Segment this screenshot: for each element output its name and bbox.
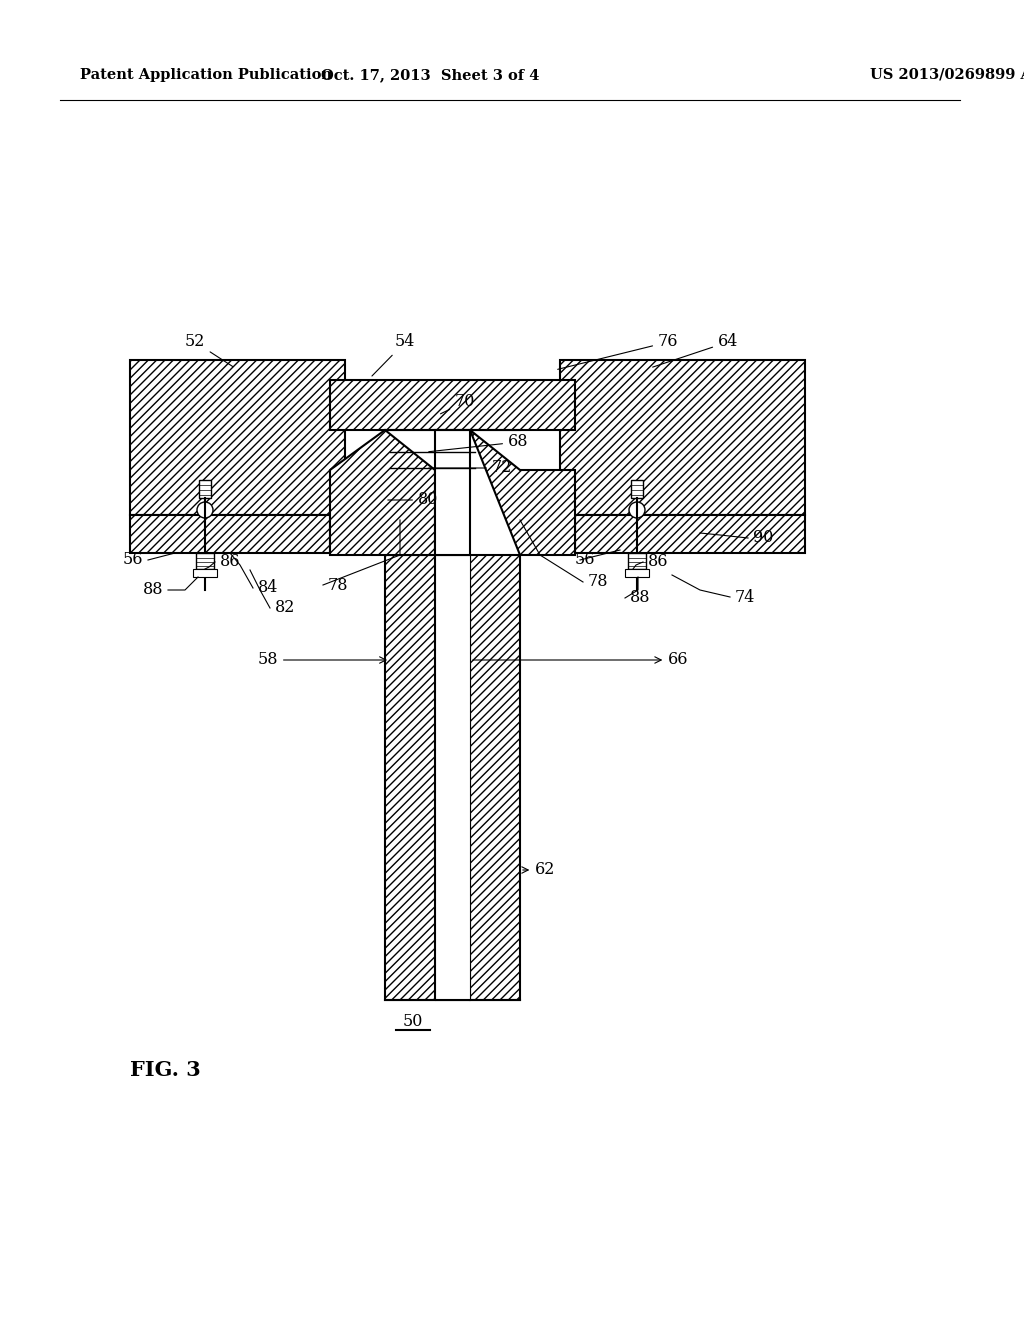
Text: Patent Application Publication: Patent Application Publication [80, 69, 332, 82]
Bar [435, 554, 470, 1001]
Text: 72: 72 [429, 459, 512, 477]
Bar [196, 553, 214, 569]
Text: 86: 86 [220, 553, 241, 570]
Text: 70: 70 [440, 393, 475, 413]
Bar [330, 515, 385, 553]
Polygon shape [470, 430, 575, 554]
Bar [628, 553, 646, 569]
Bar [631, 480, 643, 498]
Bar [625, 569, 649, 577]
Polygon shape [330, 430, 435, 554]
Text: 78: 78 [328, 577, 348, 594]
Text: Oct. 17, 2013  Sheet 3 of 4: Oct. 17, 2013 Sheet 3 of 4 [321, 69, 540, 82]
Bar [385, 554, 435, 1001]
Text: 64: 64 [652, 334, 738, 367]
Text: 58: 58 [257, 652, 386, 668]
Text: FIG. 3: FIG. 3 [130, 1060, 201, 1080]
Bar [560, 515, 805, 553]
Text: US 2013/0269899 A1: US 2013/0269899 A1 [870, 69, 1024, 82]
Text: 88: 88 [630, 590, 650, 606]
Bar [330, 380, 575, 430]
Text: 66: 66 [473, 652, 688, 668]
Text: 56: 56 [123, 552, 143, 569]
Bar [470, 554, 520, 1001]
Text: 54: 54 [372, 334, 416, 376]
Text: 86: 86 [648, 553, 669, 570]
Text: 90: 90 [753, 529, 773, 546]
Text: 68: 68 [429, 433, 528, 451]
Bar [130, 515, 345, 553]
Text: 62: 62 [522, 862, 555, 879]
Text: 80: 80 [388, 491, 438, 508]
Text: 78: 78 [588, 573, 608, 590]
Text: 52: 52 [184, 334, 232, 367]
Text: 82: 82 [275, 599, 295, 616]
Text: 88: 88 [142, 582, 163, 598]
Bar [560, 360, 805, 515]
Circle shape [629, 502, 645, 517]
Circle shape [197, 502, 213, 517]
Bar [193, 569, 217, 577]
Bar [435, 430, 470, 554]
Bar [130, 360, 345, 515]
Text: 76: 76 [558, 334, 679, 370]
Text: 50: 50 [402, 1014, 423, 1031]
Text: 56: 56 [575, 552, 596, 569]
Text: 84: 84 [258, 579, 279, 597]
Text: 74: 74 [735, 589, 756, 606]
Bar [199, 480, 211, 498]
Bar [520, 515, 575, 553]
